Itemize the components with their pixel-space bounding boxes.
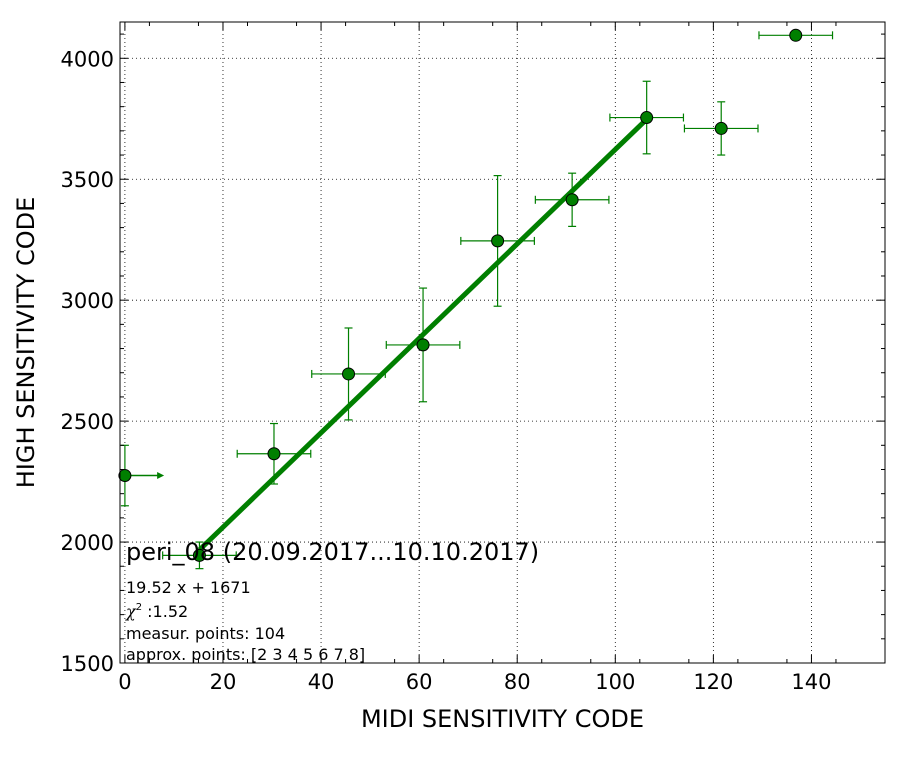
annotation-title: peri_08 (20.09.2017...10.10.2017) (126, 538, 539, 566)
x-axis-label: MIDI SENSITIVITY CODE (361, 705, 644, 733)
data-point (192, 548, 206, 562)
ticks-group (120, 22, 885, 664)
chi-value: :1.52 (142, 602, 188, 621)
annotation-block: peri_08 (20.09.2017...10.10.2017) 19.52 … (125, 538, 539, 664)
x-tick-label: 40 (308, 670, 335, 694)
x-tick-label: 120 (693, 670, 733, 694)
x-tick-label: 80 (504, 670, 531, 694)
arrow-head (157, 472, 165, 480)
y-axis-label: HIGH SENSITIVITY CODE (12, 197, 40, 489)
y-tick-label: 4000 (61, 47, 114, 71)
data-point (267, 447, 281, 461)
data-point (565, 193, 579, 207)
x-tick-label: 60 (406, 670, 433, 694)
plot-frame (119, 21, 886, 664)
data-point (416, 338, 430, 352)
y-tick-label: 3000 (61, 289, 114, 313)
annotation-approx: approx. points: [2 3 4 5 6 7 8] (126, 645, 365, 664)
data-point (789, 28, 803, 42)
data-point (342, 367, 356, 381)
annotation-chi: χ2 :1.52 (125, 602, 188, 621)
x-tick-label: 100 (595, 670, 635, 694)
y-tick-label: 1500 (61, 652, 114, 676)
y-tick-label: 2000 (61, 531, 114, 555)
tick-labels-group: 0 20 40 60 80 100 120 140 1500 2000 2500 3000 3500 40… (61, 47, 832, 694)
x-tick-label: 20 (210, 670, 237, 694)
data-point (640, 111, 654, 125)
x-tick-label: 140 (791, 670, 831, 694)
data-point (714, 121, 728, 135)
points-group (118, 28, 803, 562)
y-tick-label: 2500 (61, 410, 114, 434)
chi-exponent: 2 (136, 602, 142, 613)
x-tick-label: 0 (118, 670, 131, 694)
data-point (118, 469, 132, 483)
annotation-equation: 19.52 x + 1671 (126, 578, 251, 597)
chi-symbol: χ (125, 602, 137, 621)
y-tick-label: 3500 (61, 168, 114, 192)
data-point (491, 234, 505, 248)
annotation-measur: measur. points: 104 (126, 624, 285, 643)
